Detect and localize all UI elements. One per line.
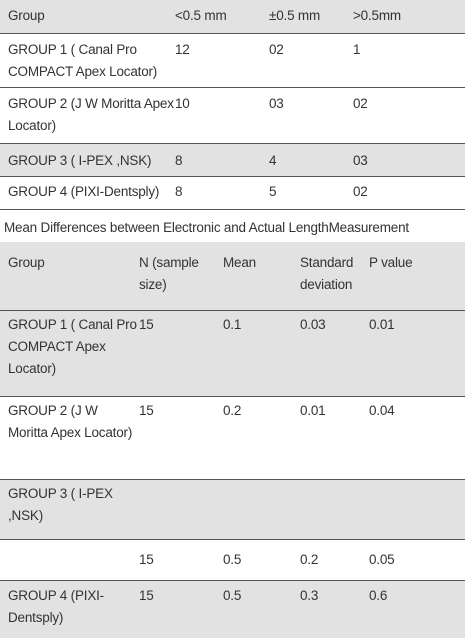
table-row: GROUP 1 ( Canal Pro COMPACT Apex Locator… [0, 310, 465, 397]
value-cell: 0.05 [369, 539, 465, 581]
group-cell: GROUP 3 ( I-PEX ,NSK) [0, 143, 175, 177]
apex-locator-accuracy-table: Group <0.5 mm ±0.5 mm >0.5mm GROUP 1 ( C… [0, 0, 465, 210]
value-cell: 0.6 [369, 580, 465, 638]
value-cell: 0.04 [369, 396, 465, 480]
value-cell: 02 [269, 33, 353, 88]
table-row: GROUP 2 (J W Moritta Apex Locator) 15 0.… [0, 396, 465, 480]
value-cell: 15 [139, 310, 223, 397]
value-cell: 03 [269, 87, 353, 144]
value-cell: 15 [139, 580, 223, 638]
table-row: GROUP 1 ( Canal Pro COMPACT Apex Locator… [0, 33, 465, 88]
table-row: GROUP 4 (PIXI-Dentsply) 8 5 02 [0, 176, 465, 210]
group-cell: GROUP 4 (PIXI-Dentsply) [0, 176, 175, 210]
column-header-mean: Mean [223, 255, 256, 270]
column-header-standard-deviation: Standard deviation [300, 255, 354, 292]
value-cell: 15 [139, 539, 223, 581]
value-cell: 0.2 [300, 539, 369, 581]
mean-differences-table: Group N (sample size) Mean Standard devi… [0, 242, 465, 638]
table-row: 15 0.5 0.2 0.05 [0, 539, 465, 581]
group-cell: GROUP 1 ( Canal Pro COMPACT Apex Locator… [0, 310, 139, 397]
value-cell [223, 479, 300, 540]
value-cell [369, 479, 465, 540]
value-cell: 0.5 [223, 580, 300, 638]
column-header-greater-than: >0.5mm [353, 8, 401, 23]
group-cell: GROUP 3 ( I-PEX ,NSK) [0, 479, 139, 540]
table-header-row: Group N (sample size) Mean Standard devi… [0, 242, 465, 311]
value-cell: 8 [175, 143, 269, 177]
group-cell: GROUP 1 ( Canal Pro COMPACT Apex Locator… [0, 33, 175, 88]
table-row: GROUP 4 (PIXI-Dentsply) 15 0.5 0.3 0.6 [0, 580, 465, 638]
group-cell: GROUP 2 (J W Moritta Apex Locator) [0, 396, 139, 480]
column-header-group: Group [8, 8, 45, 23]
column-header-less-than: <0.5 mm [175, 8, 227, 23]
value-cell [139, 479, 223, 540]
value-cell: 12 [175, 33, 269, 88]
table-row: GROUP 3 ( I-PEX ,NSK) 8 4 03 [0, 143, 465, 177]
value-cell: 0.03 [300, 310, 369, 397]
value-cell: 02 [353, 176, 465, 210]
table-caption: Mean Differences between Electronic and … [4, 220, 409, 235]
value-cell: 8 [175, 176, 269, 210]
group-cell [0, 539, 139, 581]
value-cell [300, 479, 369, 540]
value-cell: 0.3 [300, 580, 369, 638]
value-cell: 0.01 [300, 396, 369, 480]
value-cell: 02 [353, 87, 465, 144]
column-header-p-value: P value [369, 255, 413, 270]
value-cell: 1 [353, 33, 465, 88]
value-cell: 0.2 [223, 396, 300, 480]
column-header-sample-size: N (sample size) [139, 255, 199, 292]
table-row: GROUP 3 ( I-PEX ,NSK) [0, 479, 465, 540]
group-cell: GROUP 4 (PIXI-Dentsply) [0, 580, 139, 638]
value-cell: 03 [353, 143, 465, 177]
table-row: GROUP 2 (J W Moritta Apex Locator) 10 03… [0, 87, 465, 144]
value-cell: 0.1 [223, 310, 300, 397]
value-cell: 0.01 [369, 310, 465, 397]
value-cell: 5 [269, 176, 353, 210]
value-cell: 4 [269, 143, 353, 177]
group-cell: GROUP 2 (J W Moritta Apex Locator) [0, 87, 175, 144]
value-cell: 10 [175, 87, 269, 144]
table-header-row: Group <0.5 mm ±0.5 mm >0.5mm [0, 0, 465, 34]
column-header-group: Group [8, 255, 45, 270]
value-cell: 15 [139, 396, 223, 480]
value-cell: 0.5 [223, 539, 300, 581]
column-header-plus-minus: ±0.5 mm [269, 8, 321, 23]
